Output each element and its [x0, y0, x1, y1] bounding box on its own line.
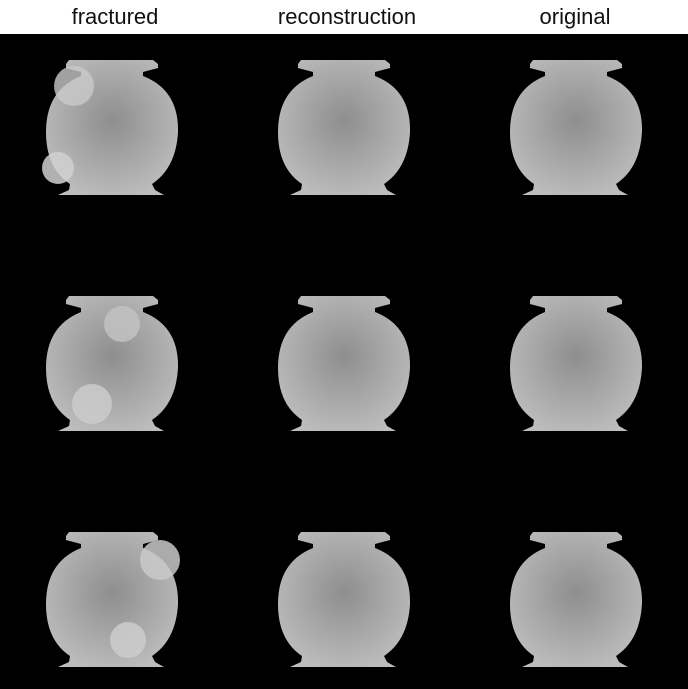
column-title-original: original: [539, 4, 611, 29]
vase-original-3: [500, 528, 660, 688]
vase-fractured-3: [36, 528, 196, 688]
column-header-bar: fractured reconstruction original: [0, 0, 688, 34]
vase-fractured-2: [36, 292, 196, 452]
vase-original-1: [500, 56, 660, 216]
column-title-fractured: fractured: [71, 4, 159, 29]
vase-fractured-1: [36, 56, 196, 216]
vase-reconstruction-2: [268, 292, 428, 452]
column-title-reconstruction: reconstruction: [277, 4, 417, 29]
vase-original-2: [500, 292, 660, 452]
vase-reconstruction-1: [268, 56, 428, 216]
vase-reconstruction-3: [268, 528, 428, 688]
image-grid: [0, 34, 688, 689]
